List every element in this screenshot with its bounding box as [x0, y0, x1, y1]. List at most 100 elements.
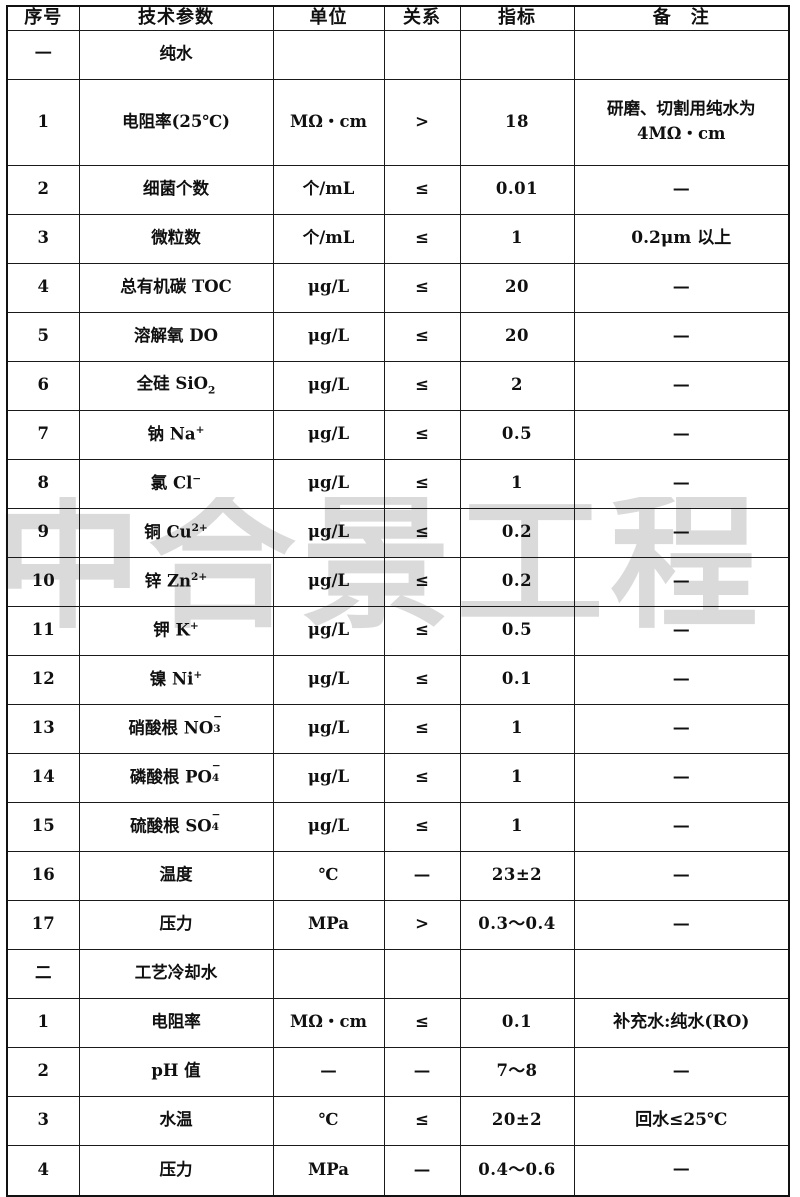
table-body: 一纯水 1 电阻率(25℃) MΩ・cm >18 研磨、切割用纯水为 4MΩ・cm 2 细菌个数… [6, 29, 790, 1196]
cell-relation: — [383, 1144, 461, 1196]
cell-note: — [573, 164, 790, 215]
table-row: 4 压力 MPa —0.4～0.6— [6, 1144, 790, 1196]
table-row: 1 电阻率(25℃) MΩ・cm >18 研磨、切割用纯水为 4MΩ・cm [6, 78, 790, 166]
cell-unit: μg/L [272, 360, 385, 411]
cell-relation: ≤ [383, 654, 461, 705]
cell-relation: ≤ [383, 311, 461, 362]
section-name: 工艺冷却水 [78, 948, 274, 999]
cell-no: 11 [6, 605, 80, 656]
section-unit [272, 948, 385, 999]
cell-index: 0.2 [459, 556, 575, 607]
cell-relation: — [383, 850, 461, 901]
cell-note: — [573, 752, 790, 803]
cell-param: 锌 Zn2+ [78, 556, 274, 607]
cell-note: — [573, 703, 790, 754]
cell-index: 18 [459, 78, 575, 166]
cell-unit: μg/L [272, 605, 385, 656]
cell-unit: μg/L [272, 752, 385, 803]
cell-unit: MPa [272, 1144, 385, 1196]
cell-index: 0.4～0.6 [459, 1144, 575, 1196]
cell-no: 16 [6, 850, 80, 901]
cell-unit: μg/L [272, 507, 385, 558]
cell-index: 7～8 [459, 1046, 575, 1097]
table-row: 1 电阻率 MΩ・cm ≤0.1 补充水:纯水(RO) [6, 997, 790, 1048]
cell-relation: ≤ [383, 1095, 461, 1146]
cell-note: — [573, 507, 790, 558]
table-row: 12 镍 Ni+ μg/L ≤0.1— [6, 654, 790, 705]
cell-unit: ℃ [272, 850, 385, 901]
cell-param: 电阻率 [78, 997, 274, 1048]
cell-unit: — [272, 1046, 385, 1097]
table-header-row: 序号 技术参数 单位 关系 指标 备 注 [6, 5, 790, 31]
cell-note: 补充水:纯水(RO) [573, 997, 790, 1048]
table-row: 15 硫酸根 SO −4 μg/L ≤1— [6, 801, 790, 852]
table-row: 3 微粒数 个/mL ≤1 0.2μm 以上 [6, 213, 790, 264]
cell-relation: ≤ [383, 164, 461, 215]
cell-index: 20 [459, 262, 575, 313]
cell-param: pH 值 [78, 1046, 274, 1097]
section-no: 二 [6, 948, 80, 999]
table-row: 10 锌 Zn2+ μg/L ≤0.2— [6, 556, 790, 607]
cell-param: 压力 [78, 899, 274, 950]
cell-param: 镍 Ni+ [78, 654, 274, 705]
cell-note: — [573, 360, 790, 411]
cell-index: 0.1 [459, 997, 575, 1048]
table-row: 2 细菌个数 个/mL ≤0.01— [6, 164, 790, 215]
cell-unit: MPa [272, 899, 385, 950]
column-header-param: 技术参数 [78, 5, 274, 31]
table-row: 2 pH 值 — —7～8— [6, 1046, 790, 1097]
section-name: 纯水 [78, 29, 274, 80]
cell-param: 溶解氧 DO [78, 311, 274, 362]
cell-index: 20±2 [459, 1095, 575, 1146]
section-note [573, 29, 790, 80]
section-row: 一纯水 [6, 29, 790, 80]
cell-index: 20 [459, 311, 575, 362]
cell-no: 1 [6, 997, 80, 1048]
cell-param: 压力 [78, 1144, 274, 1196]
cell-relation: — [383, 1046, 461, 1097]
cell-relation: ≤ [383, 458, 461, 509]
cell-unit: 个/mL [272, 213, 385, 264]
cell-index: 0.2 [459, 507, 575, 558]
section-no: 一 [6, 29, 80, 80]
cell-no: 8 [6, 458, 80, 509]
cell-index: 1 [459, 458, 575, 509]
cell-unit: μg/L [272, 458, 385, 509]
table-header: 序号 技术参数 单位 关系 指标 备 注 [6, 5, 790, 31]
cell-relation: ≤ [383, 752, 461, 803]
cell-index: 2 [459, 360, 575, 411]
cell-no: 9 [6, 507, 80, 558]
cell-index: 0.01 [459, 164, 575, 215]
section-row: 二工艺冷却水 [6, 948, 790, 999]
section-index [459, 948, 575, 999]
cell-note: — [573, 1144, 790, 1196]
cell-param: 硝酸根 NO −3 [78, 703, 274, 754]
cell-no: 17 [6, 899, 80, 950]
cell-note: — [573, 605, 790, 656]
table-row: 13 硝酸根 NO −3 μg/L ≤1— [6, 703, 790, 754]
cell-no: 12 [6, 654, 80, 705]
cell-no: 3 [6, 213, 80, 264]
cell-relation: ≤ [383, 556, 461, 607]
cell-index: 1 [459, 703, 575, 754]
cell-param: 温度 [78, 850, 274, 901]
cell-index: 0.5 [459, 605, 575, 656]
cell-no: 4 [6, 1144, 80, 1196]
cell-param: 微粒数 [78, 213, 274, 264]
cell-relation: ≤ [383, 409, 461, 460]
column-header-index: 指标 [459, 5, 575, 31]
cell-no: 2 [6, 164, 80, 215]
cell-unit: μg/L [272, 262, 385, 313]
cell-no: 14 [6, 752, 80, 803]
section-relation [383, 29, 461, 80]
table-row: 3 水温 ℃ ≤20±2 回水≤25℃ [6, 1095, 790, 1146]
cell-unit: ℃ [272, 1095, 385, 1146]
cell-param: 铜 Cu2+ [78, 507, 274, 558]
cell-param: 硫酸根 SO −4 [78, 801, 274, 852]
cell-index: 1 [459, 752, 575, 803]
cell-relation: > [383, 78, 461, 166]
cell-unit: μg/L [272, 409, 385, 460]
